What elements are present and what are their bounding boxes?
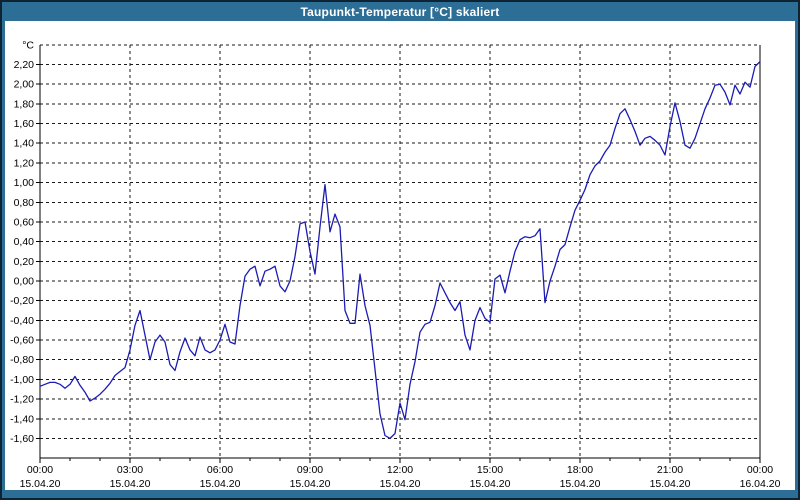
title-bar: Taupunkt-Temperatur [°C] skaliert	[2, 2, 798, 21]
x-tick-time-label: 00:00	[747, 464, 773, 476]
x-tick-date-label: 15.04.20	[560, 478, 601, 490]
x-tick-time-label: 06:00	[207, 464, 233, 476]
x-tick-date-label: 15.04.20	[380, 478, 421, 490]
y-tick-label: -1,60	[10, 433, 34, 445]
x-tick-date-label: 15.04.20	[290, 478, 331, 490]
window-title: Taupunkt-Temperatur [°C] skaliert	[300, 4, 500, 19]
y-tick-label: 1,20	[14, 157, 35, 169]
y-tick-label: 0,00	[14, 276, 35, 288]
y-tick-label: 1,40	[14, 138, 35, 150]
x-tick-time-label: 00:00	[27, 464, 53, 476]
y-tick-label: 0,20	[14, 256, 35, 268]
x-tick-date-label: 15.04.20	[20, 478, 61, 490]
x-tick-date-label: 15.04.20	[470, 478, 511, 490]
y-axis-unit-label: °C	[22, 39, 34, 51]
x-tick-time-label: 18:00	[567, 464, 593, 476]
x-tick-date-label: 16.04.20	[740, 478, 781, 490]
y-tick-label: -1,00	[10, 374, 34, 386]
x-tick-time-label: 09:00	[297, 464, 323, 476]
x-tick-time-label: 12:00	[387, 464, 413, 476]
y-tick-label: 1,60	[14, 118, 35, 130]
x-tick-date-label: 15.04.20	[110, 478, 151, 490]
series-line	[39, 60, 761, 440]
x-tick-date-label: 15.04.20	[650, 478, 691, 490]
y-tick-label: 0,40	[14, 236, 35, 248]
y-tick-label: -0,60	[10, 335, 34, 347]
y-tick-label: 1,80	[14, 98, 35, 110]
y-tick-label: -1,40	[10, 413, 34, 425]
x-tick-time-label: 15:00	[477, 464, 503, 476]
y-tick-label: 2,00	[14, 79, 35, 91]
y-tick-label: -0,80	[10, 354, 34, 366]
y-tick-label: 1,00	[14, 177, 35, 189]
x-tick-time-label: 21:00	[657, 464, 683, 476]
x-tick-date-label: 15.04.20	[200, 478, 241, 490]
y-tick-label: 2,20	[14, 59, 35, 71]
x-tick-time-label: 03:00	[117, 464, 143, 476]
y-tick-label: -0,40	[10, 315, 34, 327]
y-tick-label: -1,20	[10, 394, 34, 406]
y-tick-label: 0,60	[14, 216, 35, 228]
y-tick-label: 0,80	[14, 197, 35, 209]
y-tick-label: -0,20	[10, 295, 34, 307]
